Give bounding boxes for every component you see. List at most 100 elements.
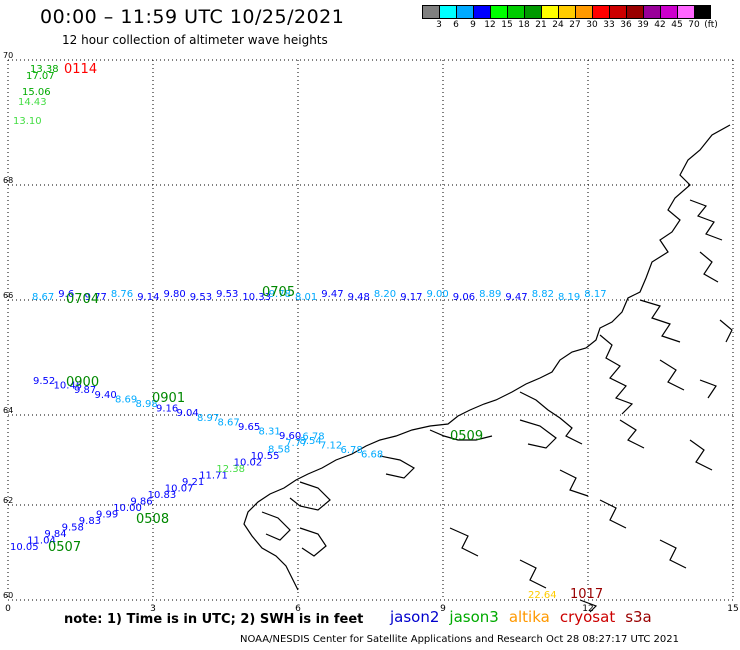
swh-value: 9.60 (279, 431, 301, 442)
swh-value: 9.14 (137, 292, 159, 303)
swh-value: 22.64 (528, 590, 557, 601)
swh-value: 8.20 (374, 289, 396, 300)
swh-value: 9.84 (44, 529, 66, 540)
swh-value: 9.06 (453, 292, 475, 303)
swh-value: 9.04 (177, 408, 199, 419)
legend-label: 45 (671, 20, 683, 30)
swh-value: 9.58 (62, 523, 84, 534)
swh-value: 10.05 (10, 542, 39, 553)
swh-value: 8.54 (300, 436, 322, 447)
legend-label: (ft) (704, 20, 718, 30)
legend-label: 70 (688, 20, 700, 30)
swh-value: 8.69 (115, 394, 137, 405)
legend-color-bar (422, 5, 740, 19)
swh-value: 8.89 (479, 289, 501, 300)
legend-swatch (473, 5, 490, 19)
x-tick-label: 12 (582, 604, 593, 614)
swh-value: 10.45 (54, 381, 83, 392)
legend-label: 15 (501, 20, 513, 30)
swh-value: 8.01 (295, 292, 317, 303)
legend-swatch (541, 5, 558, 19)
legend-swatch (626, 5, 643, 19)
swh-value: 10.55 (251, 451, 280, 462)
legend-swatch (439, 5, 456, 19)
swh-value: 8.76 (111, 289, 133, 300)
legend-label: 24 (552, 20, 564, 30)
legend-label: 9 (470, 20, 476, 30)
legend-swatch (677, 5, 694, 19)
pass-time-label: 0114 (64, 62, 97, 77)
swh-value: 6.78 (302, 432, 324, 443)
swh-value: 9.65 (238, 422, 260, 433)
swh-value: 9.21 (182, 477, 204, 488)
legend-swatch (694, 5, 711, 19)
satellite-name: jason3 (449, 608, 499, 626)
x-tick-label: 6 (295, 604, 301, 614)
pass-time-label: 0704 (66, 292, 99, 307)
legend-label: 30 (586, 20, 598, 30)
swh-value: 8.82 (532, 289, 554, 300)
map-subtitle: 12 hour collection of altimeter wave hei… (62, 33, 328, 47)
legend-label: 33 (603, 20, 615, 30)
legend-label: 21 (535, 20, 547, 30)
legend-swatch (524, 5, 541, 19)
swh-value: 11.71 (199, 471, 228, 482)
swh-value: 11.04 (27, 536, 56, 547)
swh-value: 9.16 (156, 404, 178, 415)
swh-value: 9.52 (33, 376, 55, 387)
swh-value: 9.47 (321, 289, 343, 300)
pass-time-label: 0705 (262, 285, 295, 300)
pass-time-label: 0507 (48, 540, 81, 555)
legend-swatch (456, 5, 473, 19)
legend-label: 27 (569, 20, 581, 30)
swh-value: 9.6 (58, 289, 74, 300)
legend-label: 39 (637, 20, 649, 30)
legend-swatch (609, 5, 626, 19)
swh-value: 9.17 (400, 292, 422, 303)
legend-swatch (422, 5, 439, 19)
swh-value: 9.80 (164, 289, 186, 300)
swh-value: 9.83 (79, 516, 101, 527)
legend-swatch (490, 5, 507, 19)
swh-value: 10.33 (242, 292, 271, 303)
x-tick-label: 15 (727, 604, 738, 614)
swh-value: 13.38 (30, 64, 59, 75)
legend-label: 6 (453, 20, 459, 30)
swh-value: 10.07 (165, 484, 194, 495)
swh-value: 8.67 (218, 417, 240, 428)
swh-value: 17.07 (26, 71, 55, 82)
pass-time-label: 0901 (152, 391, 185, 406)
coastline (243, 124, 733, 613)
map-title: 00:00 – 11:59 UTC 10/25/2021 (40, 6, 345, 28)
swh-value: 9.87 (74, 385, 96, 396)
satellite-legend: jason2 jason3 altika cryosat s3a (390, 608, 662, 626)
swh-value: 9.77 (85, 292, 107, 303)
swh-value: 8.98 (136, 399, 158, 410)
swh-value: 9.40 (95, 390, 117, 401)
swh-value: 9.48 (348, 292, 370, 303)
satellite-name: s3a (625, 608, 652, 626)
swh-value: 9.53 (190, 292, 212, 303)
swh-value: 8.31 (259, 427, 281, 438)
swh-value: 7.12 (320, 440, 342, 451)
swh-value: 14.43 (18, 97, 47, 108)
legend-label: 36 (620, 20, 632, 30)
x-tick-label: 9 (440, 604, 446, 614)
x-tick-label: 3 (150, 604, 156, 614)
legend-label: 12 (484, 20, 496, 30)
color-legend: 3 6 9 12 15 18 21 24 27 30 33 36 39 42 45 70 (ft) (422, 5, 740, 31)
satellite-name: altika (508, 608, 550, 626)
legend-swatch (507, 5, 524, 19)
swh-value: 8.17 (584, 289, 606, 300)
legend-swatch (660, 5, 677, 19)
swh-value: 13.10 (13, 116, 42, 127)
swh-value: 9.78 (269, 289, 291, 300)
legend-swatch (643, 5, 660, 19)
pass-time-label: 0900 (66, 375, 99, 390)
satellite-name: jason2 (390, 608, 440, 626)
swh-value: 6.68 (361, 450, 383, 461)
legend-swatch (592, 5, 609, 19)
axis-tick-labels: 0 3 6 9 12 15 70 68 66 64 62 60 (3, 51, 739, 614)
